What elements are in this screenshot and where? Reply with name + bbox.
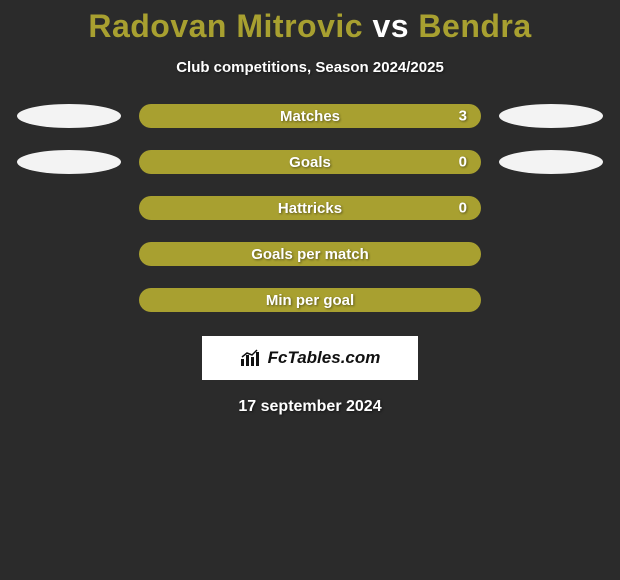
stat-label: Goals xyxy=(289,154,331,171)
stats-rows: Matches 3 Goals 0 Hattricks 0 Goals per match M… xyxy=(0,104,620,312)
stat-bar: Matches 3 xyxy=(139,104,481,128)
stat-bar: Hattricks 0 xyxy=(139,196,481,220)
stat-bar: Goals per match xyxy=(139,242,481,266)
stat-bar: Min per goal xyxy=(139,288,481,312)
stat-row: Min per goal xyxy=(0,288,620,312)
title-vs: vs xyxy=(372,8,409,44)
date-text: 17 september 2024 xyxy=(0,398,620,416)
stat-value: 0 xyxy=(459,154,467,171)
page-title: Radovan Mitrovic vs Bendra xyxy=(0,0,620,45)
right-ellipse xyxy=(499,104,603,128)
stat-label: Matches xyxy=(280,108,340,125)
stat-row: Goals 0 xyxy=(0,150,620,174)
right-ellipse xyxy=(499,150,603,174)
stat-value: 0 xyxy=(459,200,467,217)
left-ellipse xyxy=(17,150,121,174)
stat-row: Goals per match xyxy=(0,242,620,266)
title-player-b: Bendra xyxy=(418,8,531,44)
stat-row: Hattricks 0 xyxy=(0,196,620,220)
title-player-a: Radovan Mitrovic xyxy=(88,8,363,44)
stat-row: Matches 3 xyxy=(0,104,620,128)
chart-icon xyxy=(240,349,262,367)
subtitle: Club competitions, Season 2024/2025 xyxy=(0,59,620,76)
brand-text: FcTables.com xyxy=(268,348,381,368)
stat-bar: Goals 0 xyxy=(139,150,481,174)
stat-label: Hattricks xyxy=(278,200,342,217)
stat-label: Goals per match xyxy=(251,246,369,263)
left-ellipse xyxy=(17,104,121,128)
stat-label: Min per goal xyxy=(266,292,354,309)
stat-value: 3 xyxy=(459,108,467,125)
brand-box: FcTables.com xyxy=(202,336,418,380)
